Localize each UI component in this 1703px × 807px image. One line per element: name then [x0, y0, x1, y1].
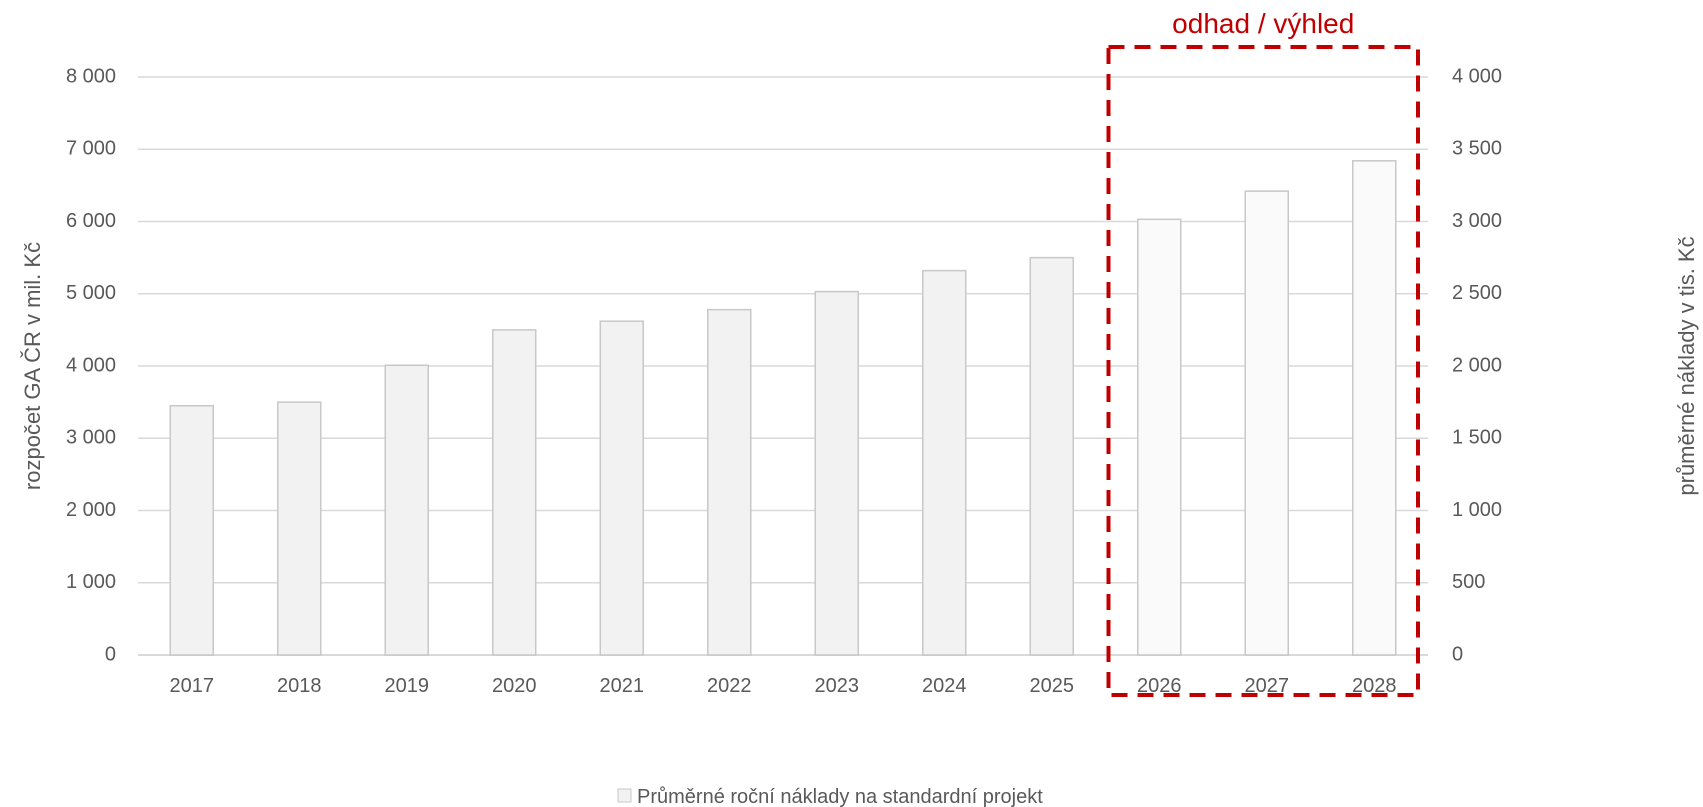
x-tick-label: 2028 — [1352, 675, 1397, 697]
right-tick-label: 3 000 — [1452, 210, 1502, 232]
right-tick-label: 500 — [1452, 571, 1485, 593]
bar — [599, 320, 644, 656]
right-tick-label: 4 000 — [1452, 65, 1502, 87]
bar — [384, 364, 429, 656]
left-tick-label: 7 000 — [66, 138, 116, 160]
right-axis-title: průměrné náklady v tis. Kč — [1674, 236, 1699, 495]
x-tick-label: 2017 — [170, 675, 215, 697]
bar — [814, 290, 859, 656]
x-tick-label: 2020 — [492, 675, 537, 697]
right-tick-label: 1 500 — [1452, 427, 1502, 449]
left-tick-label: 3 000 — [66, 427, 116, 449]
bar — [169, 404, 214, 656]
bar — [1029, 256, 1074, 656]
forecast-annotation: odhad / výhled — [1106, 8, 1420, 697]
x-tick-label: 2022 — [707, 675, 752, 697]
bar — [1244, 190, 1289, 656]
left-tick-label: 1 000 — [66, 571, 116, 593]
bar — [277, 401, 322, 656]
legend: Průměrné roční náklady na standardní pro… — [617, 786, 1043, 807]
legend-swatch — [617, 788, 632, 803]
left-axis-title: rozpočet GA ČR v mil. Kč — [20, 242, 45, 490]
right-tick-label: 0 — [1452, 643, 1463, 665]
bar — [922, 269, 967, 656]
right-tick-label: 2 000 — [1452, 354, 1502, 376]
left-tick-label: 5 000 — [66, 282, 116, 304]
legend-label: Průměrné roční náklady na standardní pro… — [637, 786, 1043, 807]
bar — [492, 329, 537, 656]
left-tick-label: 4 000 — [66, 354, 116, 376]
right-tick-label: 3 500 — [1452, 138, 1502, 160]
right-tick-label: 2 500 — [1452, 282, 1502, 304]
forecast-label: odhad / výhled — [1172, 8, 1354, 39]
left-tick-label: 6 000 — [66, 210, 116, 232]
forecast-box — [1106, 45, 1420, 697]
right-axis-ticks: 0 500 1 000 1 500 2 000 2 500 3 000 3 500 4 000 — [1452, 65, 1502, 665]
left-tick-label: 8 000 — [66, 65, 116, 87]
x-tick-label: 2023 — [815, 675, 860, 697]
x-tick-label: 2025 — [1030, 675, 1075, 697]
x-tick-label: 2026 — [1137, 675, 1182, 697]
x-tick-label: 2021 — [600, 675, 645, 697]
x-tick-label: 2019 — [385, 675, 430, 697]
x-axis-ticks: 2017 2018 2019 2020 2021 2022 2023 2024 2025 2026… — [170, 675, 1397, 697]
right-tick-label: 1 000 — [1452, 499, 1502, 521]
x-tick-label: 2027 — [1245, 675, 1290, 697]
bar-group — [169, 160, 1397, 656]
x-tick-label: 2018 — [277, 675, 322, 697]
grid-lines — [138, 76, 1428, 656]
left-axis-ticks: 0 1 000 2 000 3 000 4 000 5 000 6 000 7 000 8 00… — [66, 65, 116, 665]
bar — [1137, 218, 1182, 656]
bar — [1352, 160, 1397, 656]
bar — [707, 308, 752, 656]
x-tick-label: 2024 — [922, 675, 967, 697]
left-tick-label: 0 — [105, 643, 116, 665]
left-tick-label: 2 000 — [66, 499, 116, 521]
